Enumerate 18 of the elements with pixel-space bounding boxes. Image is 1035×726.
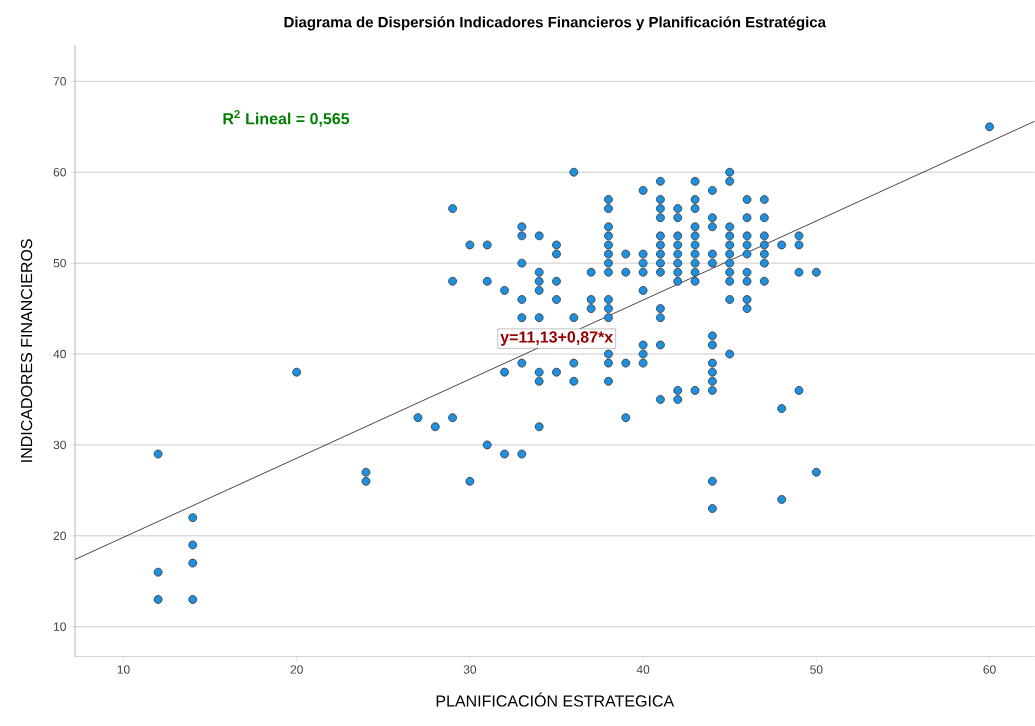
y-tick-label: 10 xyxy=(54,622,66,632)
x-tick-label: 60 xyxy=(983,665,996,674)
annotation: R$^{2}$ Lineal = 0,565 xyxy=(223,110,350,127)
x-axis-title: PLANIFICACIÓN ESTRATEGICA xyxy=(436,692,675,707)
y-tick-label: 70 xyxy=(53,77,66,86)
y-tick-label: 20 xyxy=(53,531,66,541)
y-tick-label: 60 xyxy=(53,168,66,177)
x-tick-label: 10 xyxy=(117,665,130,674)
chart-title: Diagrama de Dispersión Indicadores Financieros y Planificación Estratégica xyxy=(284,16,827,31)
annotation: y=11,13+0,87*x xyxy=(500,331,614,347)
x-tick-label: 50 xyxy=(810,665,823,674)
y-tick-label: 40 xyxy=(53,349,66,359)
y-tick-label: 50 xyxy=(53,259,66,268)
x-tick-label: 40 xyxy=(636,665,650,674)
x-tick-label: 30 xyxy=(463,665,477,674)
y-axis-title: INDICADORES FINANCIEROS xyxy=(20,239,33,462)
y-tick-label: 30 xyxy=(53,440,66,450)
x-tick-label: 20 xyxy=(290,665,303,674)
